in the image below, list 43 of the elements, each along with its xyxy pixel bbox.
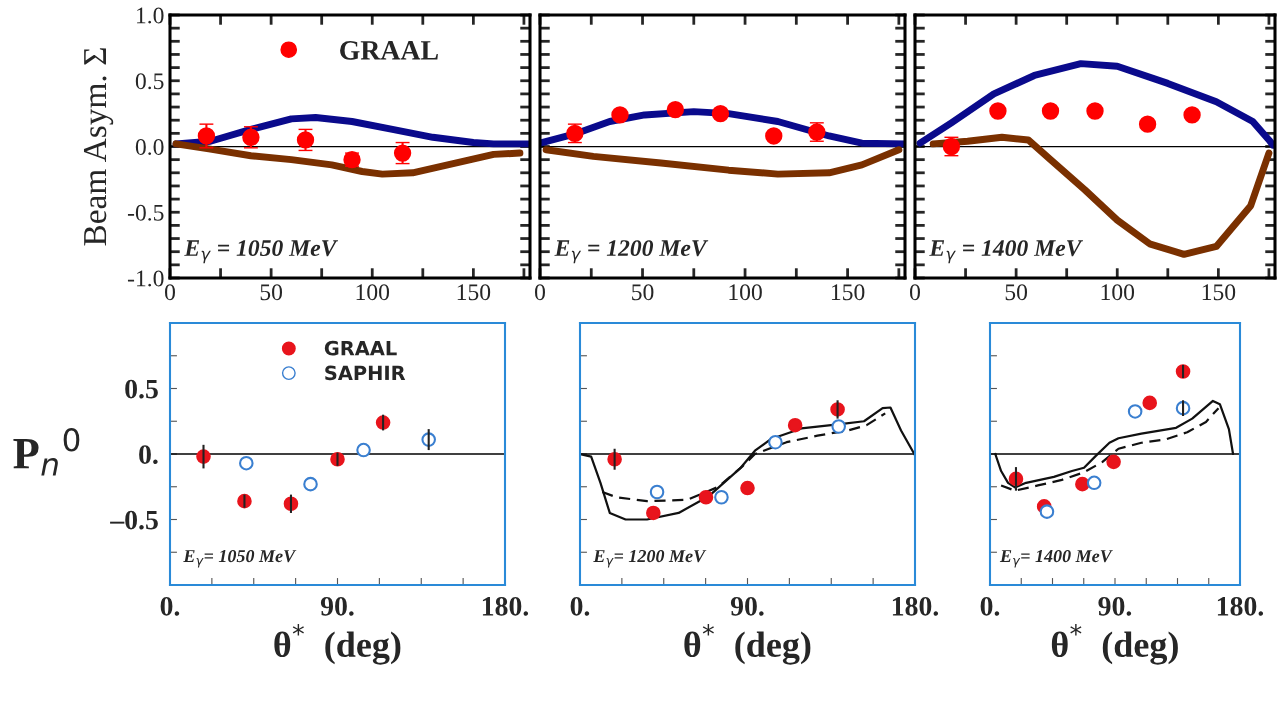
y-tick-label: -0.5 xyxy=(127,204,164,221)
y-tick-label: 0.5 xyxy=(125,379,158,399)
x-tick-label: 0 xyxy=(535,284,545,301)
y-tick-label: 1.0 xyxy=(137,7,164,24)
x-tick-label: 50 xyxy=(632,284,654,301)
legend-label: GRAAL xyxy=(340,41,438,60)
x-tick-label: 0 xyxy=(165,284,175,301)
annotation: E$_{γ}$ = 1200 MeV xyxy=(554,240,709,264)
y-tick-label: -1.0 xyxy=(127,270,164,287)
x-tick-label: 90. xyxy=(320,596,354,616)
x-tick-label: 90. xyxy=(1098,596,1132,616)
x-tick-label: 0 xyxy=(910,284,920,301)
y-tick-label: 0. xyxy=(139,445,158,465)
x-tick-label: 150 xyxy=(457,284,491,301)
annotation: E$_{γ}$ = 1050 MeV xyxy=(184,240,339,264)
x-tick-label: 50 xyxy=(1005,284,1028,301)
x-tick-label: 180. xyxy=(892,596,939,616)
x-tick-label: 100 xyxy=(356,284,390,301)
x-tick-label: 50 xyxy=(260,284,283,301)
x-tick-label: 150 xyxy=(1202,284,1236,301)
annotation: E$_{γ}$= 1200 MeV xyxy=(593,549,707,568)
x-tick-label: 0. xyxy=(160,596,180,616)
legend-label: GRAAL xyxy=(324,340,397,356)
x-tick-label: 0. xyxy=(570,596,590,616)
x-tick-label: 90. xyxy=(730,596,764,616)
x-axis-title: θ$^{*}$ (deg) xyxy=(274,624,401,665)
x-axis-title: θ$^{*}$ (deg) xyxy=(684,624,811,665)
x-tick-label: 180. xyxy=(1217,596,1264,616)
annotation: E$_{γ}$= 1400 MeV xyxy=(999,549,1113,568)
x-tick-label: 0. xyxy=(980,596,1000,616)
annotation: E$_{γ}$ = 1400 MeV xyxy=(929,240,1084,264)
y-axis-title: Beam Asym. Σ xyxy=(83,48,114,246)
annotation: E$_{γ}$= 1050 MeV xyxy=(183,549,297,568)
y-tick-label: 0.0 xyxy=(135,138,164,156)
legend-label: SAPHIR xyxy=(325,365,406,381)
y-tick-label: –0.5 xyxy=(110,510,158,530)
x-tick-label: 150 xyxy=(831,284,865,301)
y-tick-label: 0.5 xyxy=(135,73,164,90)
x-tick-label: 100 xyxy=(1101,284,1135,301)
x-tick-label: 180. xyxy=(482,596,529,616)
y-axis-title: P$_{n}$$^{0}$ xyxy=(13,428,80,476)
x-axis-title: θ$^{*}$ (deg) xyxy=(1051,624,1178,665)
x-tick-label: 100 xyxy=(729,284,762,301)
